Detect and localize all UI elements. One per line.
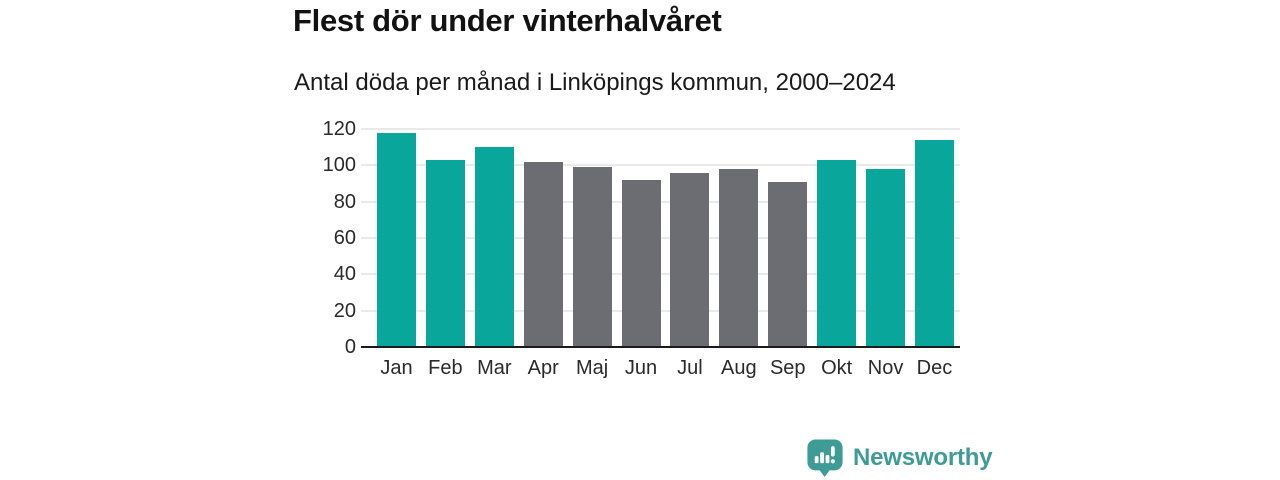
bar-column: Feb [425,129,465,379]
x-tick-label: Feb [428,357,463,379]
y-tick-label: 20 [333,299,356,322]
gridline [361,128,960,130]
bar-column: Dec [914,129,954,379]
mini-bar-chart-exclamation-icon [814,446,835,464]
x-tick-label: Sep [769,357,806,379]
bar-dec [914,139,954,347]
bar-column: Aug [719,129,759,379]
bar-maj [572,167,612,347]
gridline [361,164,960,167]
bar-column: Sep [768,129,808,379]
x-axis-line [361,346,960,348]
bar-column: Apr [523,129,563,379]
x-tick-label: Jul [677,357,703,379]
bar-sep [768,181,808,347]
x-tick-label: Mar [477,357,512,379]
chart-subtitle: Antal döda per månad i Linköpings kommun… [294,69,896,96]
x-tick-label: Maj [576,357,609,379]
y-tick-label: 100 [322,154,356,177]
newsworthy-logo-icon [807,439,843,477]
chart-title: Flest dör under vinterhalvåret [293,3,722,38]
bar-column: Maj [572,129,612,379]
bar-aug [719,168,759,347]
bar-jun [621,179,661,347]
bar-nov [866,168,906,347]
bar-apr [523,161,563,347]
x-tick-label: Jun [624,357,658,379]
y-tick-label: 0 [344,336,356,358]
bar-mar [474,147,514,347]
x-tick-label: Jan [380,357,413,379]
y-tick-label: 60 [333,227,356,249]
x-tick-label: Aug [721,357,757,379]
speech-bubble-shape [807,439,843,477]
x-tick-label: Apr [527,357,559,379]
y-tick-label: 80 [333,190,356,213]
brand-link[interactable]: Newsworthy [806,438,993,478]
bar-okt [817,159,857,347]
bar-column: Jun [621,129,661,379]
y-tick-label: 120 [322,118,356,140]
plot-area: Jan Feb Mar Apr Maj Jun Jul Aug Sep Okt Nov Dec [361,128,960,379]
x-tick-label: Nov [867,357,904,379]
bar-feb [425,159,465,347]
bar-column: Nov [866,129,906,379]
bar-column: Jul [670,129,710,379]
bar-column: Jan [377,129,416,379]
bar-column: Okt [817,129,857,379]
x-tick-label: Okt [821,357,853,379]
brand-name: Newsworthy [853,444,993,471]
bar-jan [377,132,416,347]
x-tick-label: Dec [916,357,953,379]
bars: Jan Feb Mar Apr Maj Jun Jul Aug Sep Okt Nov Dec [377,129,954,379]
bar-jul [670,172,710,347]
y-tick-label: 40 [333,263,356,286]
y-axis: 0 20 40 60 80 100 120 [280,118,356,358]
bar-column: Mar [474,129,514,379]
